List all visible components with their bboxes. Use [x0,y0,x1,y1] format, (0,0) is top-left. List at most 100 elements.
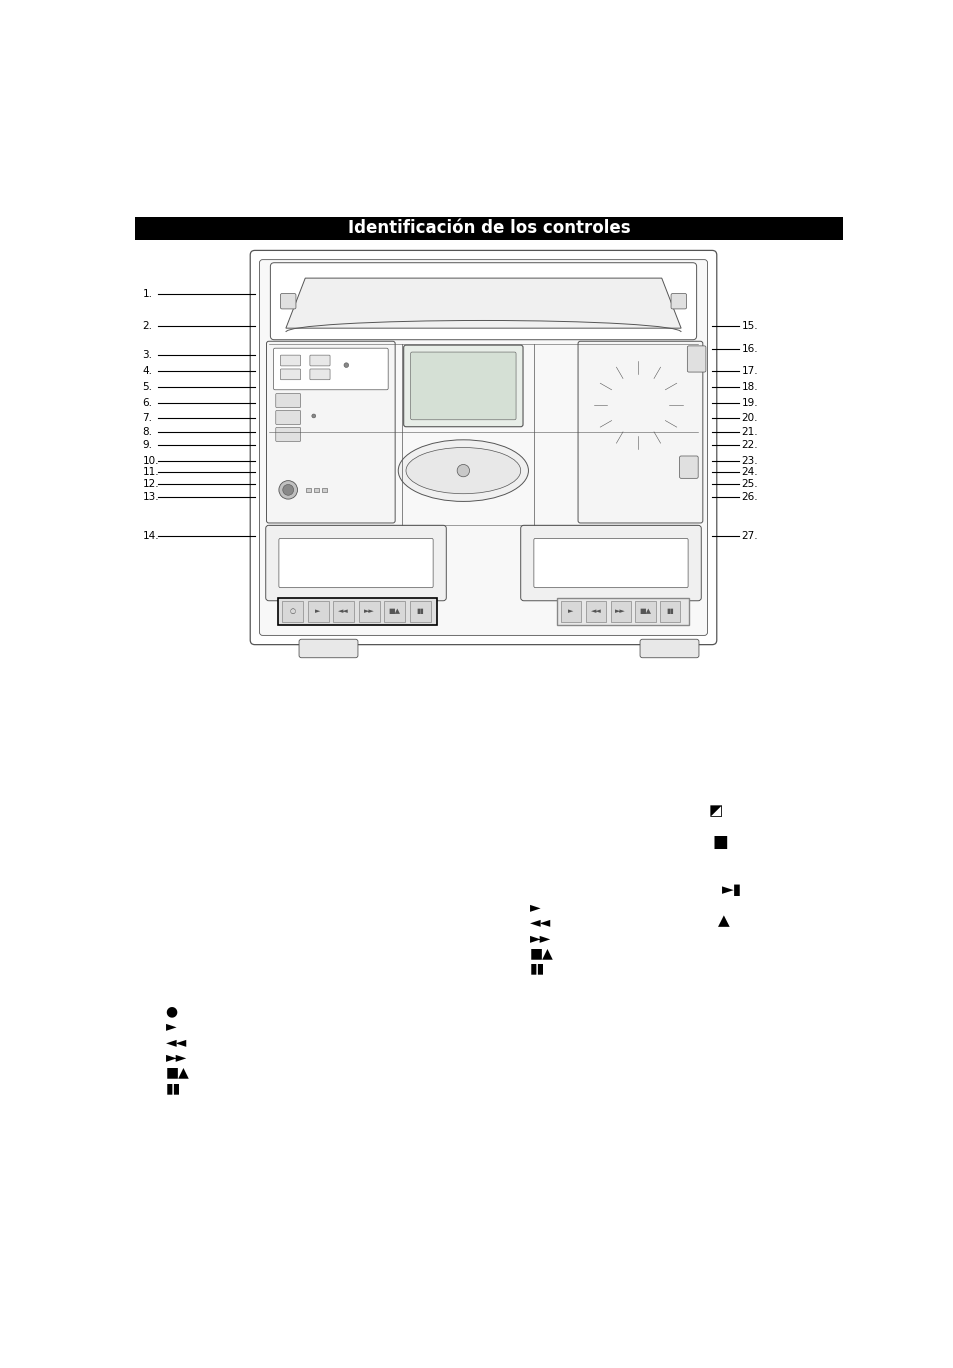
Bar [384,601,405,621]
Bar [610,601,630,621]
Circle shape [344,363,348,368]
Text: 8.: 8. [142,427,152,438]
FancyBboxPatch shape [686,346,705,372]
Text: ►: ► [530,900,540,914]
Text: 22.: 22. [740,440,758,450]
FancyBboxPatch shape [274,349,388,390]
Text: 24.: 24. [740,466,758,477]
Text: 19.: 19. [740,398,758,408]
Text: 4.: 4. [142,365,152,376]
Bar [314,487,319,492]
Text: 9.: 9. [142,440,152,450]
FancyBboxPatch shape [275,394,300,408]
Text: 14.: 14. [142,531,159,542]
Text: ▲: ▲ [717,912,728,928]
FancyBboxPatch shape [403,345,522,427]
Bar [635,601,655,621]
Text: 17.: 17. [740,365,758,376]
FancyBboxPatch shape [639,639,699,658]
Circle shape [312,415,315,417]
Circle shape [618,386,658,424]
FancyBboxPatch shape [270,263,696,339]
FancyBboxPatch shape [670,294,686,309]
FancyBboxPatch shape [275,410,300,424]
Text: 18.: 18. [740,383,758,393]
Text: 13.: 13. [142,492,159,502]
Text: 12.: 12. [142,479,159,490]
Text: 5.: 5. [142,383,152,393]
Ellipse shape [397,440,528,502]
Text: ▮▮: ▮▮ [530,962,545,975]
Text: 27.: 27. [740,531,758,542]
FancyBboxPatch shape [280,356,300,365]
Text: ►: ► [568,609,573,614]
Bar [307,601,328,621]
FancyBboxPatch shape [278,539,433,588]
Text: ○: ○ [289,609,295,614]
Text: ●: ● [166,1004,177,1018]
Text: Identificación de los controles: Identificación de los controles [347,219,630,237]
FancyBboxPatch shape [250,250,716,644]
Text: 6.: 6. [142,398,152,408]
FancyBboxPatch shape [534,539,687,588]
Text: ►►: ►► [363,609,375,614]
Bar [333,601,354,621]
Bar [358,601,379,621]
Text: ■▲: ■▲ [639,609,651,614]
Circle shape [605,373,670,438]
Polygon shape [286,278,680,328]
Text: ▮▮: ▮▮ [666,609,674,614]
FancyBboxPatch shape [578,341,702,523]
Text: 26.: 26. [740,492,758,502]
FancyBboxPatch shape [410,352,516,420]
Text: 15.: 15. [740,321,758,331]
Bar [560,601,580,621]
Text: 23.: 23. [740,456,758,465]
FancyBboxPatch shape [310,356,330,365]
Text: 16.: 16. [740,343,758,354]
Bar [410,601,431,621]
Text: ►►: ►► [530,932,551,945]
Bar [585,601,605,621]
Text: ◄◄: ◄◄ [530,915,551,930]
Text: ►►: ►► [166,1051,187,1064]
FancyBboxPatch shape [259,260,707,635]
Circle shape [629,395,647,415]
Ellipse shape [406,447,520,494]
Circle shape [282,484,294,495]
Text: ◄◄: ◄◄ [338,609,349,614]
Text: ►►: ►► [615,609,625,614]
Text: 2.: 2. [142,321,152,331]
FancyBboxPatch shape [280,294,295,309]
Circle shape [278,480,297,499]
Bar [321,487,327,492]
FancyBboxPatch shape [280,369,300,380]
FancyBboxPatch shape [679,456,698,479]
Circle shape [592,358,684,451]
Text: 20.: 20. [740,413,758,423]
Text: 7.: 7. [142,413,152,423]
Text: 21.: 21. [740,427,758,438]
Text: ■▲: ■▲ [166,1066,190,1079]
Text: ◩: ◩ [707,803,721,818]
Text: ►▮: ►▮ [721,882,741,897]
Text: 11.: 11. [142,466,159,477]
Bar [282,601,303,621]
FancyBboxPatch shape [266,341,395,523]
Text: 1.: 1. [142,289,152,298]
Circle shape [456,465,469,477]
FancyBboxPatch shape [266,525,446,601]
FancyBboxPatch shape [275,427,300,442]
Text: ►: ► [315,609,320,614]
Text: 10.: 10. [142,456,159,465]
Bar [306,487,311,492]
Text: ▮▮: ▮▮ [416,609,424,614]
FancyBboxPatch shape [310,369,330,380]
Text: ►: ► [166,1019,176,1034]
Text: ■: ■ [711,833,727,851]
Text: ▮▮: ▮▮ [166,1081,181,1096]
Text: ◄◄: ◄◄ [166,1036,187,1049]
Text: 3.: 3. [142,350,152,360]
Bar [134,216,842,239]
Text: ■▲: ■▲ [389,609,400,614]
